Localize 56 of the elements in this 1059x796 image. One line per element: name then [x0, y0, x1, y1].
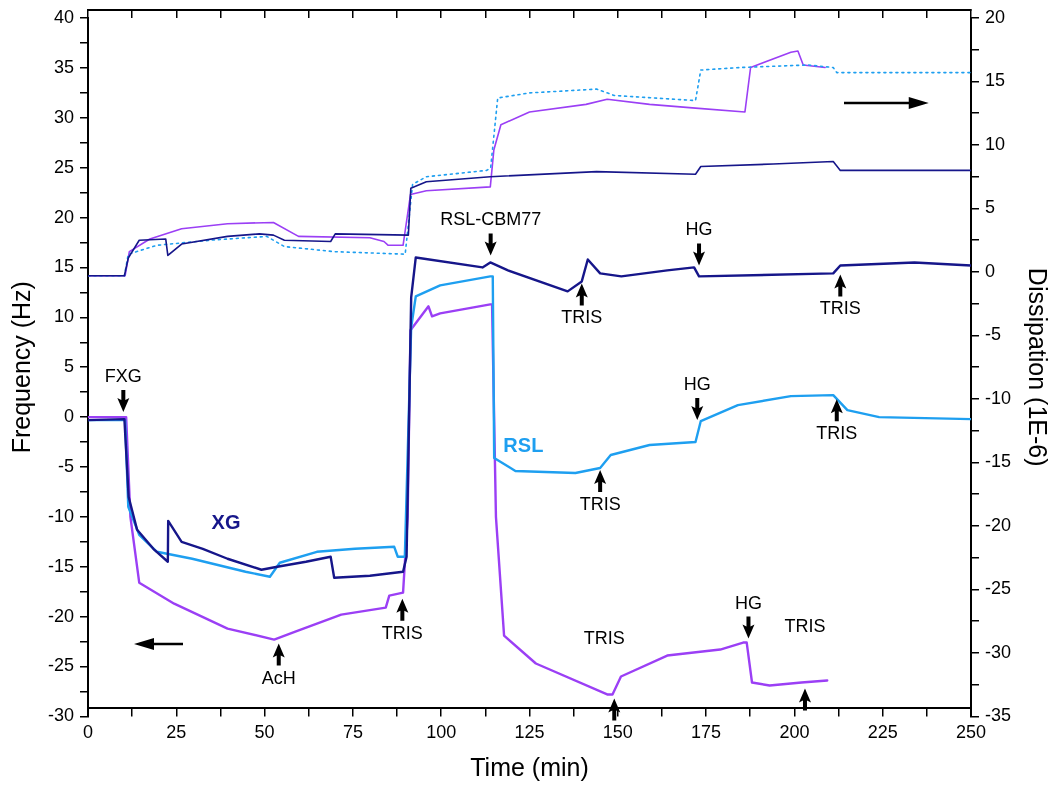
y2-tick-label: 20 — [984, 6, 1006, 27]
x-tick-label: 100 — [426, 722, 457, 743]
y-tick-label: -25 — [48, 655, 75, 676]
annotation: TRIS — [784, 616, 826, 637]
annotation: TRIS — [579, 493, 621, 514]
y-tick-label: 25 — [53, 156, 75, 177]
annotation: FXG — [104, 366, 142, 387]
x-axis-title: Time (min) — [470, 752, 589, 781]
x-tick-label: 125 — [514, 722, 545, 743]
annotation: HG — [683, 374, 711, 395]
y-tick-label: -5 — [58, 455, 75, 476]
y-tick-label: 35 — [53, 56, 75, 77]
x-tick-label: 0 — [83, 722, 94, 743]
y2-tick-label: 10 — [984, 133, 1006, 154]
x-tick-label: 200 — [779, 722, 810, 743]
y2-tick-label: -25 — [984, 578, 1011, 599]
y2-tick-label: 0 — [984, 260, 995, 281]
y-tick-label: -30 — [48, 705, 75, 726]
y-tick-label: 15 — [53, 256, 75, 277]
x-tick-label: 225 — [867, 722, 898, 743]
y-tick-label: 30 — [53, 106, 75, 127]
y-tick-label: -15 — [48, 555, 75, 576]
y2-tick-label: -15 — [984, 451, 1011, 472]
y-tick-label: 40 — [53, 6, 75, 27]
annotation: RSL-CBM77 — [440, 209, 542, 230]
annotation: AcH — [261, 667, 296, 688]
series-label: XG — [211, 511, 241, 534]
x-tick-label: 50 — [254, 722, 275, 743]
y2-axis-title: Dissipation (1E-6) — [1024, 267, 1053, 467]
annotation: TRIS — [381, 622, 423, 643]
annotation: TRIS — [583, 628, 625, 649]
y2-tick-label: -35 — [984, 705, 1011, 726]
annotation: TRIS — [819, 298, 861, 319]
annotation: HG — [685, 219, 713, 240]
y-tick-label: -10 — [48, 505, 75, 526]
y2-tick-label: -30 — [984, 641, 1011, 662]
y2-tick-label: -10 — [984, 387, 1011, 408]
y-tick-label: 20 — [53, 206, 75, 227]
y-axis-title: Frequency (Hz) — [6, 281, 35, 454]
y-tick-label: 5 — [64, 356, 75, 377]
y2-tick-label: 5 — [984, 197, 995, 218]
y-tick-label: 0 — [64, 406, 75, 427]
y-tick-label: -20 — [48, 605, 75, 626]
x-tick-label: 175 — [691, 722, 722, 743]
annotation: HG — [734, 592, 762, 613]
x-tick-label: 250 — [955, 722, 987, 743]
annotation: TRIS — [816, 423, 858, 444]
y2-tick-label: 15 — [984, 70, 1006, 91]
x-tick-label: 150 — [602, 722, 633, 743]
x-tick-label: 75 — [342, 722, 363, 743]
y-tick-label: 10 — [53, 306, 75, 327]
annotation: TRIS — [561, 307, 603, 328]
x-tick-label: 25 — [166, 722, 187, 743]
y2-tick-label: -20 — [984, 514, 1011, 535]
series-label: RSL — [503, 434, 544, 457]
y2-tick-label: -5 — [984, 324, 1001, 345]
